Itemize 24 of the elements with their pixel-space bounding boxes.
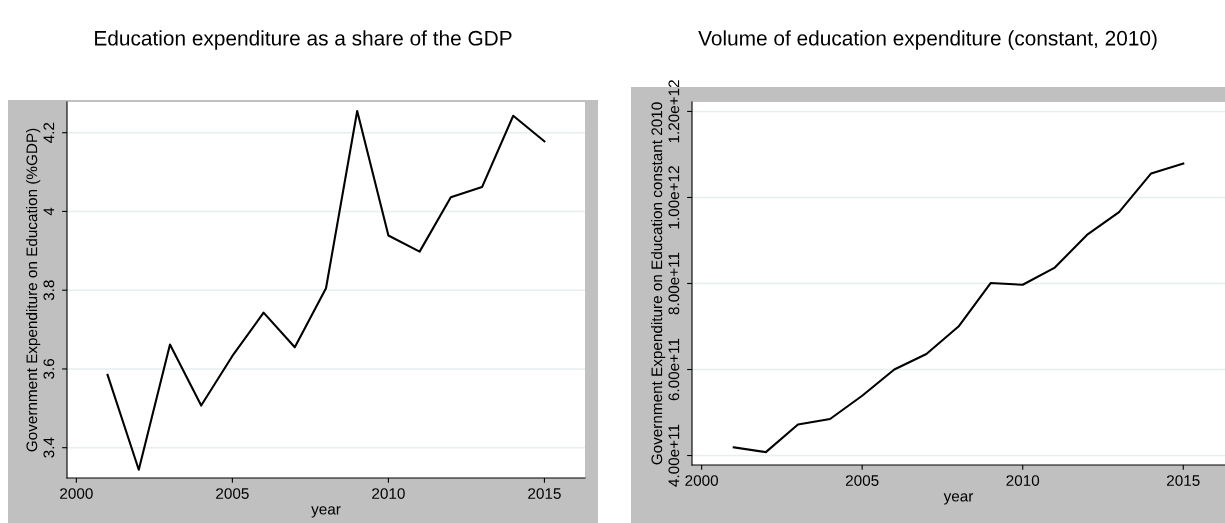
x-axis-title: year bbox=[311, 506, 341, 518]
y-tick-label: 3.4 bbox=[43, 437, 55, 458]
x-axis-title: year bbox=[943, 493, 974, 505]
y-tick-label: 4 bbox=[43, 207, 55, 216]
x-tick-label: 2005 bbox=[216, 488, 249, 499]
y-tick-label: 3.6 bbox=[43, 358, 55, 379]
x-tick-label: 2000 bbox=[685, 475, 719, 486]
x-tick-label: 2010 bbox=[372, 488, 405, 499]
y-tick-label: 1.20e+12 bbox=[668, 80, 680, 143]
x-tick-label: 2005 bbox=[845, 475, 879, 486]
y-tick-label: 4.2 bbox=[43, 122, 55, 143]
x-tick-label: 2015 bbox=[528, 488, 561, 499]
y-tick-label: 6.00e+11 bbox=[668, 338, 680, 401]
y-axis-title: Government Expenditure on Education (%GDP) bbox=[26, 128, 41, 452]
y-tick-label: 1.00e+12 bbox=[668, 166, 680, 229]
chart-title: Volume of education expenditure (constant, 2010) bbox=[698, 30, 1157, 50]
chart-title: Education expenditure as a share of the GDP bbox=[95, 30, 512, 50]
x-tick-label: 2015 bbox=[1167, 475, 1200, 486]
x-tick-label: 2000 bbox=[60, 488, 93, 499]
y-tick-label: 3.8 bbox=[43, 280, 55, 301]
y-axis-title: Government Expenditure on Education constant 2010 bbox=[651, 102, 666, 465]
y-tick-label: 4.00e+11 bbox=[668, 424, 680, 487]
x-tick-label: 2010 bbox=[1006, 475, 1040, 486]
y-tick-label: 8.00e+11 bbox=[668, 252, 680, 315]
